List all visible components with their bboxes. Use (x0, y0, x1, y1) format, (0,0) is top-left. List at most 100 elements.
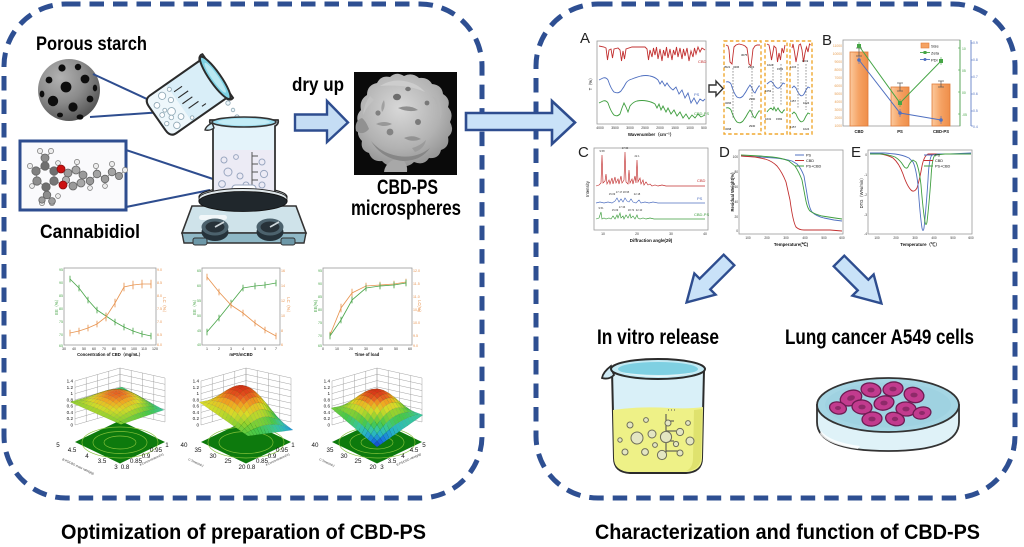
svg-text:4: 4 (85, 453, 89, 460)
svg-text:5: 5 (56, 442, 60, 449)
svg-text:11.5: 11.5 (413, 282, 420, 286)
svg-text:3266: 3266 (725, 101, 732, 105)
svg-text:0.85: 0.85 (256, 458, 269, 465)
svg-text:65: 65 (197, 269, 201, 273)
svg-text:CBD: CBD (806, 159, 814, 163)
svg-text:3: 3 (230, 347, 232, 351)
svg-text:9.5: 9.5 (413, 334, 418, 338)
svg-text:25: 25 (225, 458, 232, 465)
svg-text:100: 100 (874, 236, 880, 240)
svg-text:60: 60 (92, 347, 96, 351)
svg-text:PS: PS (694, 92, 700, 97)
svg-text:Characterization and function: Characterization and function of CBD-PS (595, 520, 980, 544)
svg-text:C:Time(min): C:Time(min) (188, 457, 205, 468)
svg-text:9.0: 9.0 (413, 344, 418, 348)
svg-text:60: 60 (734, 185, 738, 189)
svg-text:65: 65 (59, 344, 63, 348)
svg-text:7.0: 7.0 (157, 320, 162, 324)
svg-text:Temperature(℃): Temperature(℃) (774, 242, 809, 247)
svg-text:Porous starch: Porous starch (36, 34, 147, 55)
svg-text:Size: Size (931, 44, 940, 49)
svg-text:PS: PS (697, 196, 703, 201)
svg-text:Wavenumber（cm⁻¹）: Wavenumber（cm⁻¹） (628, 132, 674, 138)
svg-text:3406: 3406 (733, 65, 740, 69)
svg-text:CBD-PS: CBD-PS (933, 129, 949, 134)
svg-text:3268: 3268 (725, 127, 732, 131)
svg-text:5: 5 (254, 347, 256, 351)
svg-text:0.8: 0.8 (324, 397, 331, 402)
svg-text:T（%）: T（%） (588, 76, 593, 91)
svg-text:40: 40 (72, 347, 76, 351)
svg-text:17.30: 17.30 (622, 146, 629, 150)
svg-text:50: 50 (394, 347, 398, 351)
svg-text:9000: 9000 (834, 60, 842, 64)
svg-text:3000: 3000 (626, 126, 634, 130)
svg-text:1: 1 (70, 391, 73, 396)
svg-text:0.2: 0.2 (324, 416, 331, 421)
svg-text:CBD-PS: CBD-PS (694, 111, 709, 116)
svg-text:0.8: 0.8 (973, 58, 978, 62)
svg-text:Time of load: Time of load (355, 352, 380, 357)
svg-text:5: 5 (422, 442, 426, 449)
svg-text:microspheres: microspheres (351, 197, 461, 220)
svg-text:C: C (578, 144, 589, 161)
svg-text:0.95: 0.95 (150, 447, 163, 454)
svg-text:1157: 1157 (790, 99, 796, 103)
svg-text:2930: 2930 (749, 97, 756, 101)
svg-text:100: 100 (733, 155, 739, 159)
svg-text:2000: 2000 (834, 116, 842, 120)
svg-text:1: 1 (206, 347, 208, 351)
svg-text:EE（%）: EE（%） (192, 297, 197, 315)
svg-text:70: 70 (59, 333, 63, 337)
svg-text:1.4: 1.4 (324, 379, 331, 384)
svg-text:20: 20 (239, 464, 246, 471)
svg-text:PS+CBD: PS+CBD (935, 165, 951, 169)
svg-text:0: 0 (322, 347, 324, 351)
svg-text:4.5: 4.5 (68, 447, 77, 454)
svg-text:0.4: 0.4 (193, 410, 200, 415)
svg-text:70: 70 (318, 334, 322, 338)
svg-text:30: 30 (669, 232, 673, 236)
svg-text:4000: 4000 (834, 100, 842, 104)
svg-text:8.5: 8.5 (157, 281, 162, 285)
svg-text:0.6: 0.6 (973, 92, 978, 96)
svg-text:90: 90 (122, 347, 126, 351)
svg-text:1024: 1024 (803, 127, 810, 131)
svg-text:0.9: 0.9 (142, 453, 151, 460)
svg-text:0.6: 0.6 (67, 404, 74, 409)
svg-text:0.9: 0.9 (973, 41, 978, 45)
svg-text:5000: 5000 (834, 92, 842, 96)
svg-text:7.5: 7.5 (157, 307, 162, 311)
svg-text:0.6: 0.6 (193, 404, 200, 409)
svg-text:0.8: 0.8 (121, 464, 130, 471)
svg-text:1.2: 1.2 (193, 385, 200, 390)
svg-text:-1: -1 (864, 173, 867, 177)
svg-text:3.5: 3.5 (98, 458, 107, 465)
svg-text:1.2: 1.2 (324, 385, 331, 390)
svg-text:600: 600 (968, 236, 974, 240)
svg-text:9.0: 9.0 (157, 268, 162, 272)
svg-text:35: 35 (327, 447, 334, 454)
svg-text:85: 85 (318, 295, 322, 299)
svg-text:9.58: 9.58 (599, 149, 605, 153)
svg-text:400: 400 (931, 236, 937, 240)
svg-text:16: 16 (281, 269, 285, 273)
svg-text:4: 4 (242, 347, 244, 351)
svg-text:0.2: 0.2 (67, 416, 74, 421)
svg-text:LC（%）: LC（%） (286, 297, 291, 314)
svg-text:500: 500 (701, 126, 707, 130)
svg-text:14: 14 (281, 284, 285, 288)
svg-text:1019: 1019 (802, 59, 809, 63)
svg-text:4.5: 4.5 (410, 447, 419, 454)
svg-text:110: 110 (141, 347, 147, 351)
svg-text:8: 8 (281, 329, 283, 333)
svg-text:CBD-PS: CBD-PS (377, 176, 438, 199)
svg-text:Zeta: Zeta (931, 51, 940, 56)
svg-text:2: 2 (218, 347, 220, 351)
svg-text:0.8: 0.8 (67, 397, 74, 402)
svg-text:22.1: 22.1 (634, 154, 640, 158)
svg-text:Residual Weight(%): Residual Weight(%) (730, 172, 735, 212)
svg-text:80: 80 (318, 308, 322, 312)
svg-text:3000: 3000 (834, 108, 842, 112)
svg-text:12: 12 (281, 299, 285, 303)
